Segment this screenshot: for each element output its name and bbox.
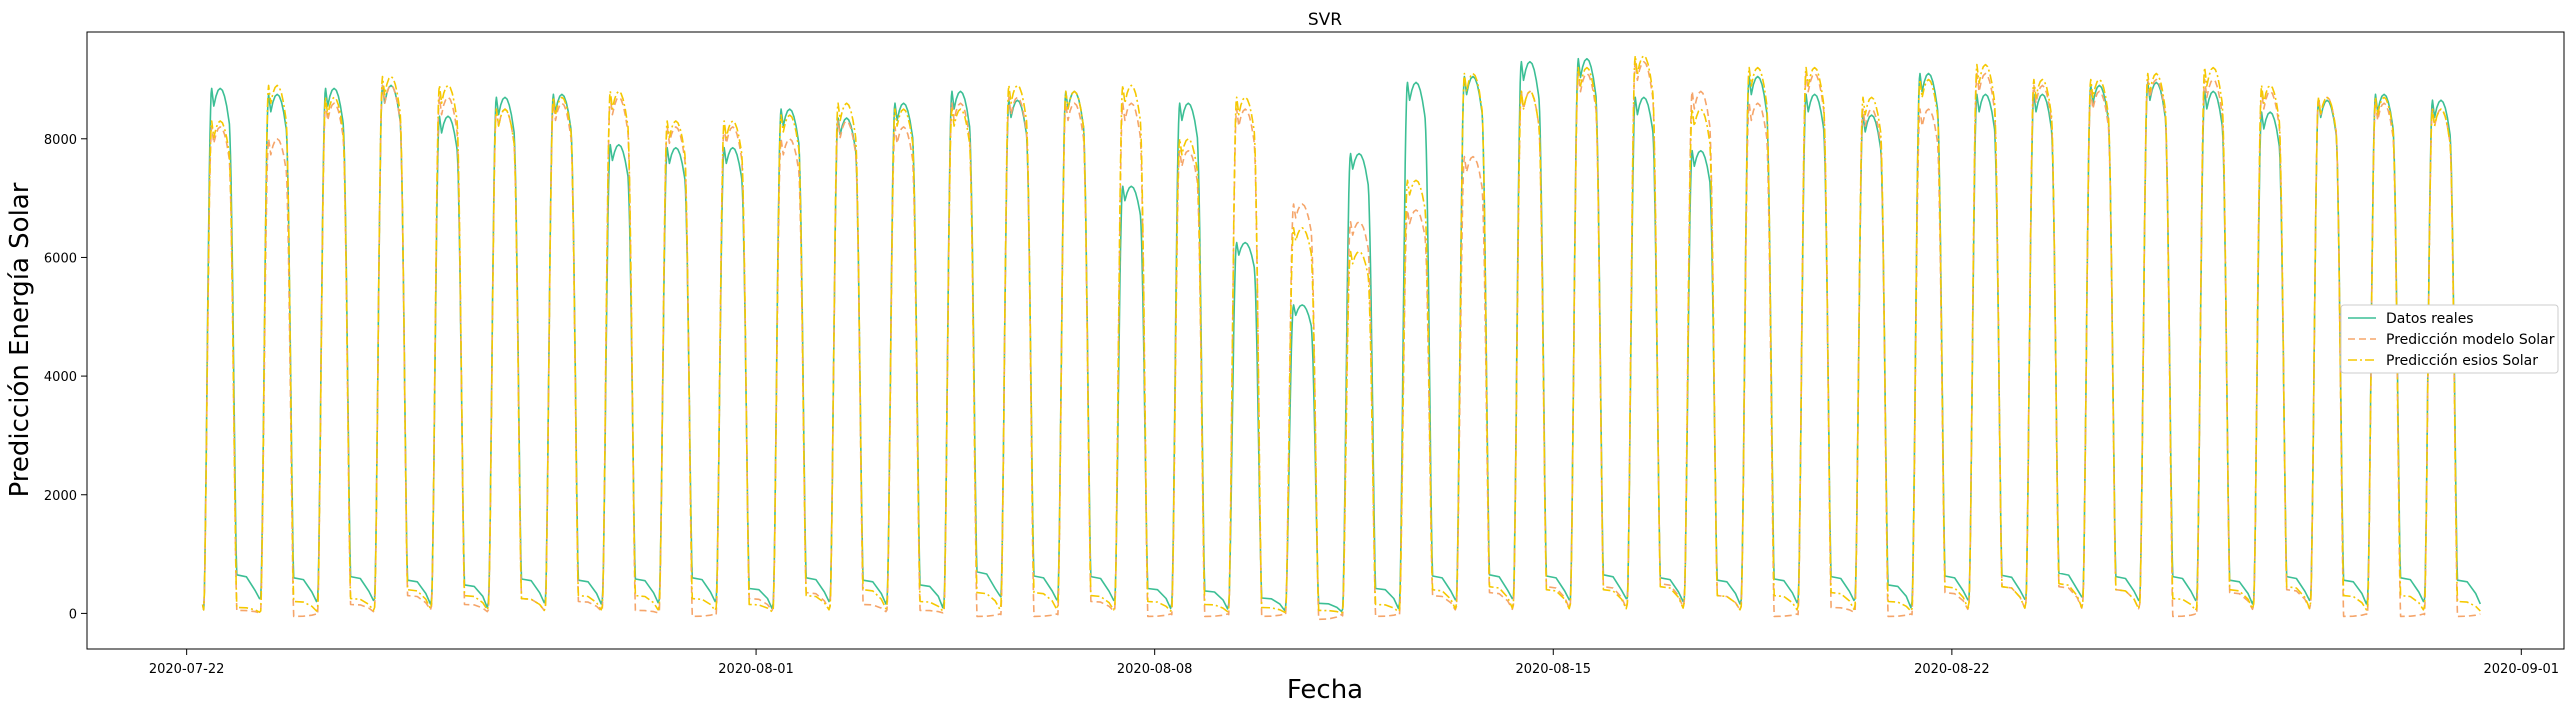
legend-frame [2340, 304, 2559, 374]
x-tick-label: 2020-09-01 [2484, 662, 2560, 677]
y-tick-label: 6000 [44, 251, 77, 266]
x-axis-ticks: 2020-07-22 2020-08-01 2020-08-08 2020-08-15… [149, 649, 2559, 677]
series-layer [201, 54, 2482, 621]
x-axis-title: Fecha [1287, 675, 1363, 705]
plot-frame [86, 31, 2565, 650]
legend: Datos reales Predicción modelo Solar Pre… [2340, 304, 2559, 374]
series-line-0 [201, 57, 2482, 613]
x-tick-label: 2020-08-15 [1515, 662, 1591, 677]
x-tick-label: 2020-08-08 [1117, 662, 1193, 677]
y-tick-label: 4000 [44, 370, 77, 385]
y-tick-label: 2000 [44, 489, 77, 504]
x-tick-label: 2020-08-01 [718, 662, 794, 677]
legend-label-prediccion-modelo: Predicción modelo Solar [2386, 332, 2555, 348]
y-axis-title: Predicción Energía Solar [5, 182, 35, 497]
series-line-2 [201, 54, 2481, 614]
y-tick-label: 8000 [44, 133, 77, 148]
y-axis-ticks: 0 2000 4000 6000 8000 [44, 133, 87, 622]
x-tick-label: 2020-07-22 [149, 662, 225, 677]
chart-title: SVR [1308, 10, 1342, 30]
legend-label-datos-reales: Datos reales [2386, 311, 2474, 327]
x-tick-label: 2020-08-22 [1914, 662, 1990, 677]
series-line-1 [201, 60, 2481, 621]
legend-label-prediccion-esios: Predicción esios Solar [2386, 353, 2538, 369]
y-tick-label: 0 [69, 607, 77, 622]
